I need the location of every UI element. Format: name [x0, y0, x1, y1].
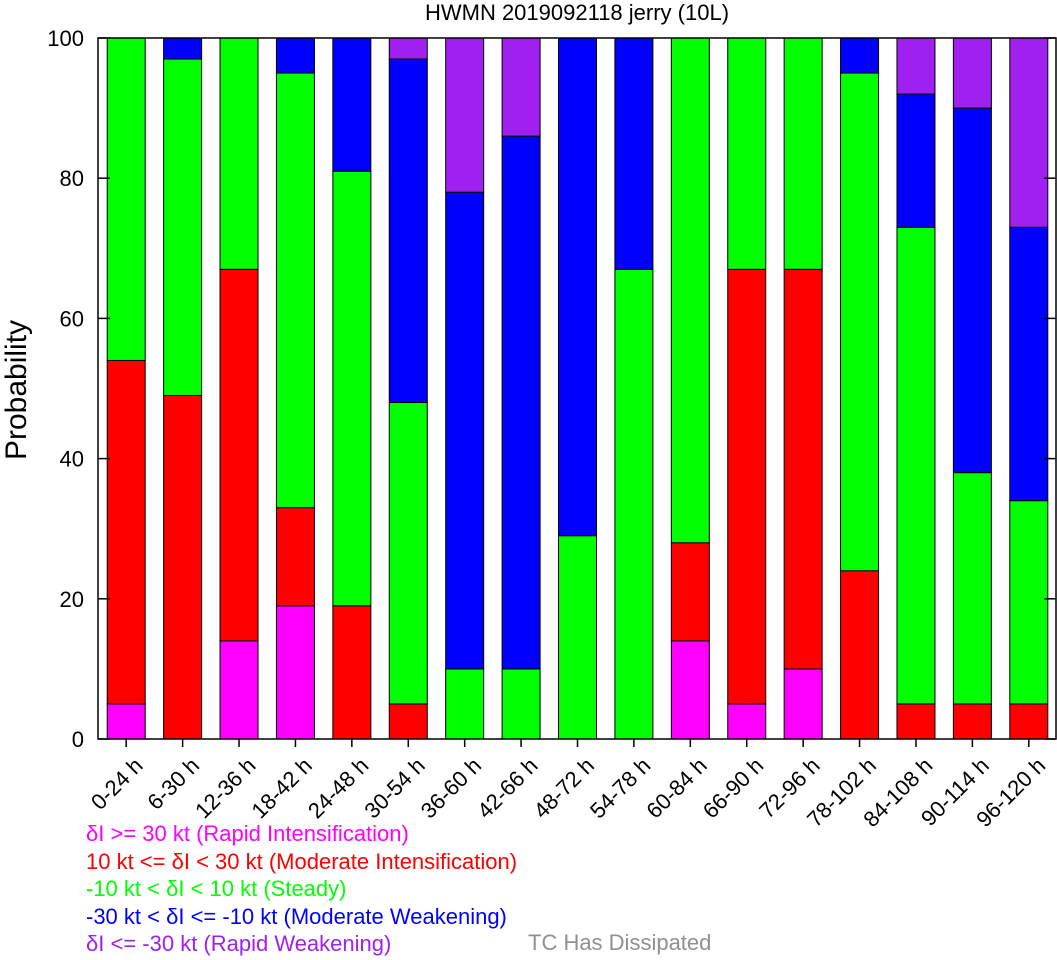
- bar-segment-16-1: [1009, 703, 1049, 740]
- bar-segment-10-1: [670, 542, 710, 642]
- bar-segment-8-2: [558, 535, 597, 740]
- x-tick-label-2: 12-36 h: [190, 753, 260, 823]
- bar-segment-15-4: [952, 37, 992, 109]
- y-axis-label: Probability: [0, 320, 33, 460]
- x-tick-label-5: 30-54 h: [359, 753, 429, 823]
- bar-segment-1-1: [163, 395, 203, 740]
- bar-segment-11-0: [727, 703, 767, 740]
- bar-segment-16-3: [1009, 226, 1049, 502]
- legend-dissipated: TC Has Dissipated: [528, 930, 712, 955]
- y-tick-labels: 0 20 40 60 80 100: [47, 26, 84, 752]
- x-tick-label-8: 48-72 h: [529, 753, 599, 823]
- bars-group: [106, 37, 1049, 740]
- bar-segment-0-0: [106, 703, 146, 740]
- bar-segment-2-1: [219, 268, 259, 642]
- bar-segment-14-2: [896, 226, 936, 705]
- bar-segment-15-2: [952, 472, 992, 705]
- axes-group: [97, 37, 1057, 747]
- bar-segment-12-0: [783, 668, 823, 740]
- y-tick-label-4: 80: [60, 166, 84, 191]
- bar-segment-9-2: [614, 268, 654, 740]
- bar-segment-5-4: [388, 37, 428, 60]
- chart-title: HWMN 2019092118 jerry (10L): [425, 0, 729, 25]
- bar-segment-1-2: [163, 58, 203, 397]
- y-tick-label-5: 100: [47, 26, 84, 51]
- bar-segment-3-1: [275, 507, 315, 607]
- bar-segment-6-4: [445, 37, 485, 193]
- bar-segment-8-3: [558, 37, 597, 537]
- bar-segment-4-3: [332, 37, 372, 172]
- y-tick-label-2: 40: [60, 447, 84, 472]
- bar-segment-6-2: [445, 668, 485, 740]
- y-tick-label-0: 0: [72, 727, 84, 752]
- legend-entry-0: δI >= 30 kt (Rapid Intensification): [86, 821, 409, 846]
- bar-segment-1-3: [163, 37, 203, 60]
- bar-segment-6-3: [445, 191, 485, 670]
- x-tick-label-4: 24-48 h: [303, 753, 373, 823]
- bar-segment-4-2: [332, 170, 372, 607]
- legend-entry-1: 10 kt <= δI < 30 kt (Moderate Intensific…: [86, 848, 518, 874]
- x-tick-label-0: 0-24 h: [86, 753, 148, 815]
- bar-segment-0-2: [106, 37, 146, 361]
- y-tick-label-3: 60: [60, 306, 84, 331]
- bar-segment-5-1: [388, 703, 428, 740]
- bar-segment-7-2: [501, 668, 541, 740]
- legend: δI >= 30 kt (Rapid Intensification) 10 kt…: [86, 820, 517, 958]
- bar-segment-7-4: [501, 37, 541, 137]
- bar-segment-2-2: [219, 37, 259, 270]
- bar-segment-4-1: [332, 605, 372, 740]
- x-tick-label-9: 54-78 h: [585, 753, 655, 823]
- bar-segment-7-3: [501, 135, 541, 670]
- bar-segment-2-0: [219, 640, 259, 740]
- bar-segment-11-2: [727, 37, 767, 270]
- bar-segment-16-4: [1009, 37, 1049, 228]
- bar-segment-11-1: [727, 268, 767, 705]
- bar-segment-14-4: [896, 37, 936, 95]
- bar-segment-12-1: [783, 268, 823, 670]
- bar-segment-15-1: [952, 703, 992, 740]
- x-tick-label-3: 18-42 h: [247, 753, 317, 823]
- legend-entry-2: -10 kt < δI < 10 kt (Steady): [86, 876, 347, 901]
- bar-segment-13-3: [840, 37, 880, 74]
- bar-segment-10-2: [670, 37, 710, 544]
- x-tick-label-11: 66-90 h: [698, 753, 768, 823]
- x-tick-label-10: 60-84 h: [641, 753, 711, 823]
- bar-segment-14-1: [896, 703, 936, 740]
- bar-segment-0-1: [106, 359, 146, 705]
- bar-segment-3-0: [275, 605, 315, 740]
- bar-segment-10-0: [670, 640, 710, 740]
- bar-segment-16-2: [1009, 500, 1049, 705]
- bar-segment-12-2: [783, 37, 823, 270]
- x-tick-label-6: 36-60 h: [416, 753, 486, 823]
- legend-entry-3: -30 kt < δI <= -10 kt (Moderate Weakenin…: [86, 903, 507, 929]
- bar-segment-9-3: [614, 37, 654, 270]
- y-tick-label-1: 20: [60, 587, 84, 612]
- bar-segment-3-3: [275, 37, 315, 74]
- x-tick-label-7: 42-66 h: [472, 753, 542, 823]
- legend-entry-4: δI <= -30 kt (Rapid Weakening): [86, 931, 392, 956]
- bar-segment-13-2: [840, 72, 880, 572]
- bar-segment-5-3: [388, 58, 428, 404]
- bar-segment-13-1: [840, 570, 880, 740]
- bar-segment-14-3: [896, 93, 936, 228]
- bar-segment-15-3: [952, 107, 992, 474]
- bar-segment-3-2: [275, 72, 315, 509]
- bar-segment-5-2: [388, 402, 428, 705]
